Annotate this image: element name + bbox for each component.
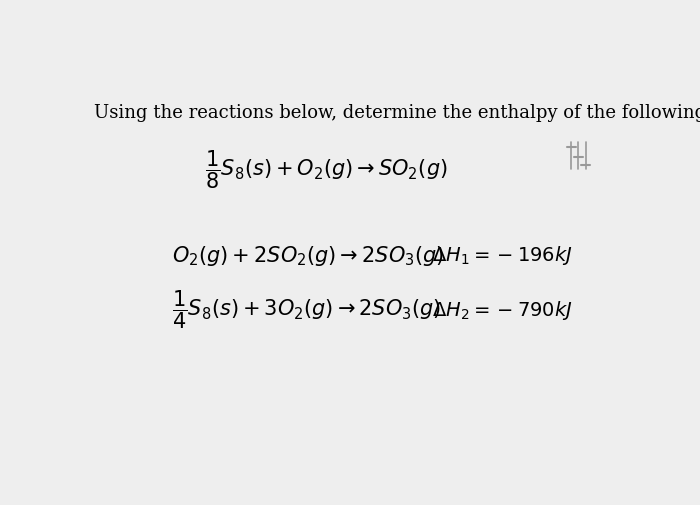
Text: $O_2(g)+2SO_2(g)\rightarrow 2SO_3(g)$: $O_2(g)+2SO_2(g)\rightarrow 2SO_3(g)$ bbox=[172, 243, 444, 267]
Text: $\Delta H_2=-790kJ$: $\Delta H_2=-790kJ$ bbox=[432, 298, 573, 321]
Text: $\dfrac{1}{4}S_8(s)+3O_2(g)\rightarrow 2SO_3(g)$: $\dfrac{1}{4}S_8(s)+3O_2(g)\rightarrow 2… bbox=[172, 288, 441, 331]
Text: Using the reactions below, determine the enthalpy of the following reaction: Using the reactions below, determine the… bbox=[94, 104, 700, 122]
Text: $\dfrac{1}{8}S_8(s) + O_2(g) \rightarrow SO_2(g)$: $\dfrac{1}{8}S_8(s) + O_2(g) \rightarrow… bbox=[205, 148, 447, 191]
Text: $\Delta H_1=-196kJ$: $\Delta H_1=-196kJ$ bbox=[432, 243, 573, 267]
